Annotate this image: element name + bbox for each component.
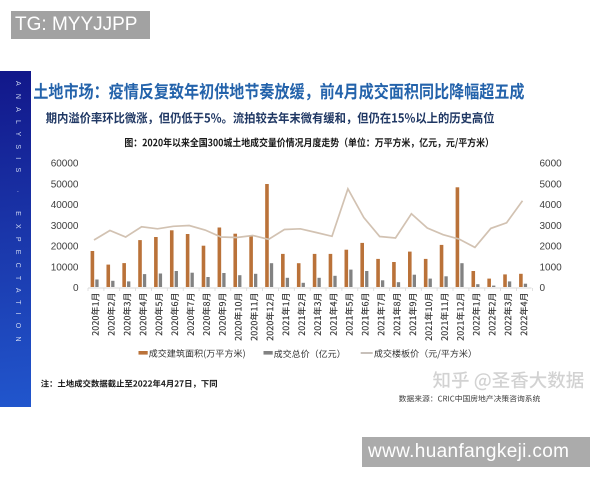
svg-text:0: 0 bbox=[73, 283, 79, 294]
svg-text:1000: 1000 bbox=[540, 262, 563, 273]
svg-text:4000: 4000 bbox=[540, 200, 563, 211]
svg-text:10000: 10000 bbox=[51, 262, 79, 273]
svg-text:60000: 60000 bbox=[51, 159, 79, 170]
svg-text:3000: 3000 bbox=[540, 221, 563, 232]
svg-text:0: 0 bbox=[540, 283, 546, 294]
svg-text:40000: 40000 bbox=[51, 200, 79, 211]
svg-text:6000: 6000 bbox=[540, 159, 563, 170]
svg-text:5000: 5000 bbox=[540, 179, 563, 190]
svg-text:2000: 2000 bbox=[540, 242, 563, 253]
svg-text:50000: 50000 bbox=[51, 179, 79, 190]
svg-text:30000: 30000 bbox=[51, 221, 79, 232]
svg-text:20000: 20000 bbox=[51, 242, 79, 253]
